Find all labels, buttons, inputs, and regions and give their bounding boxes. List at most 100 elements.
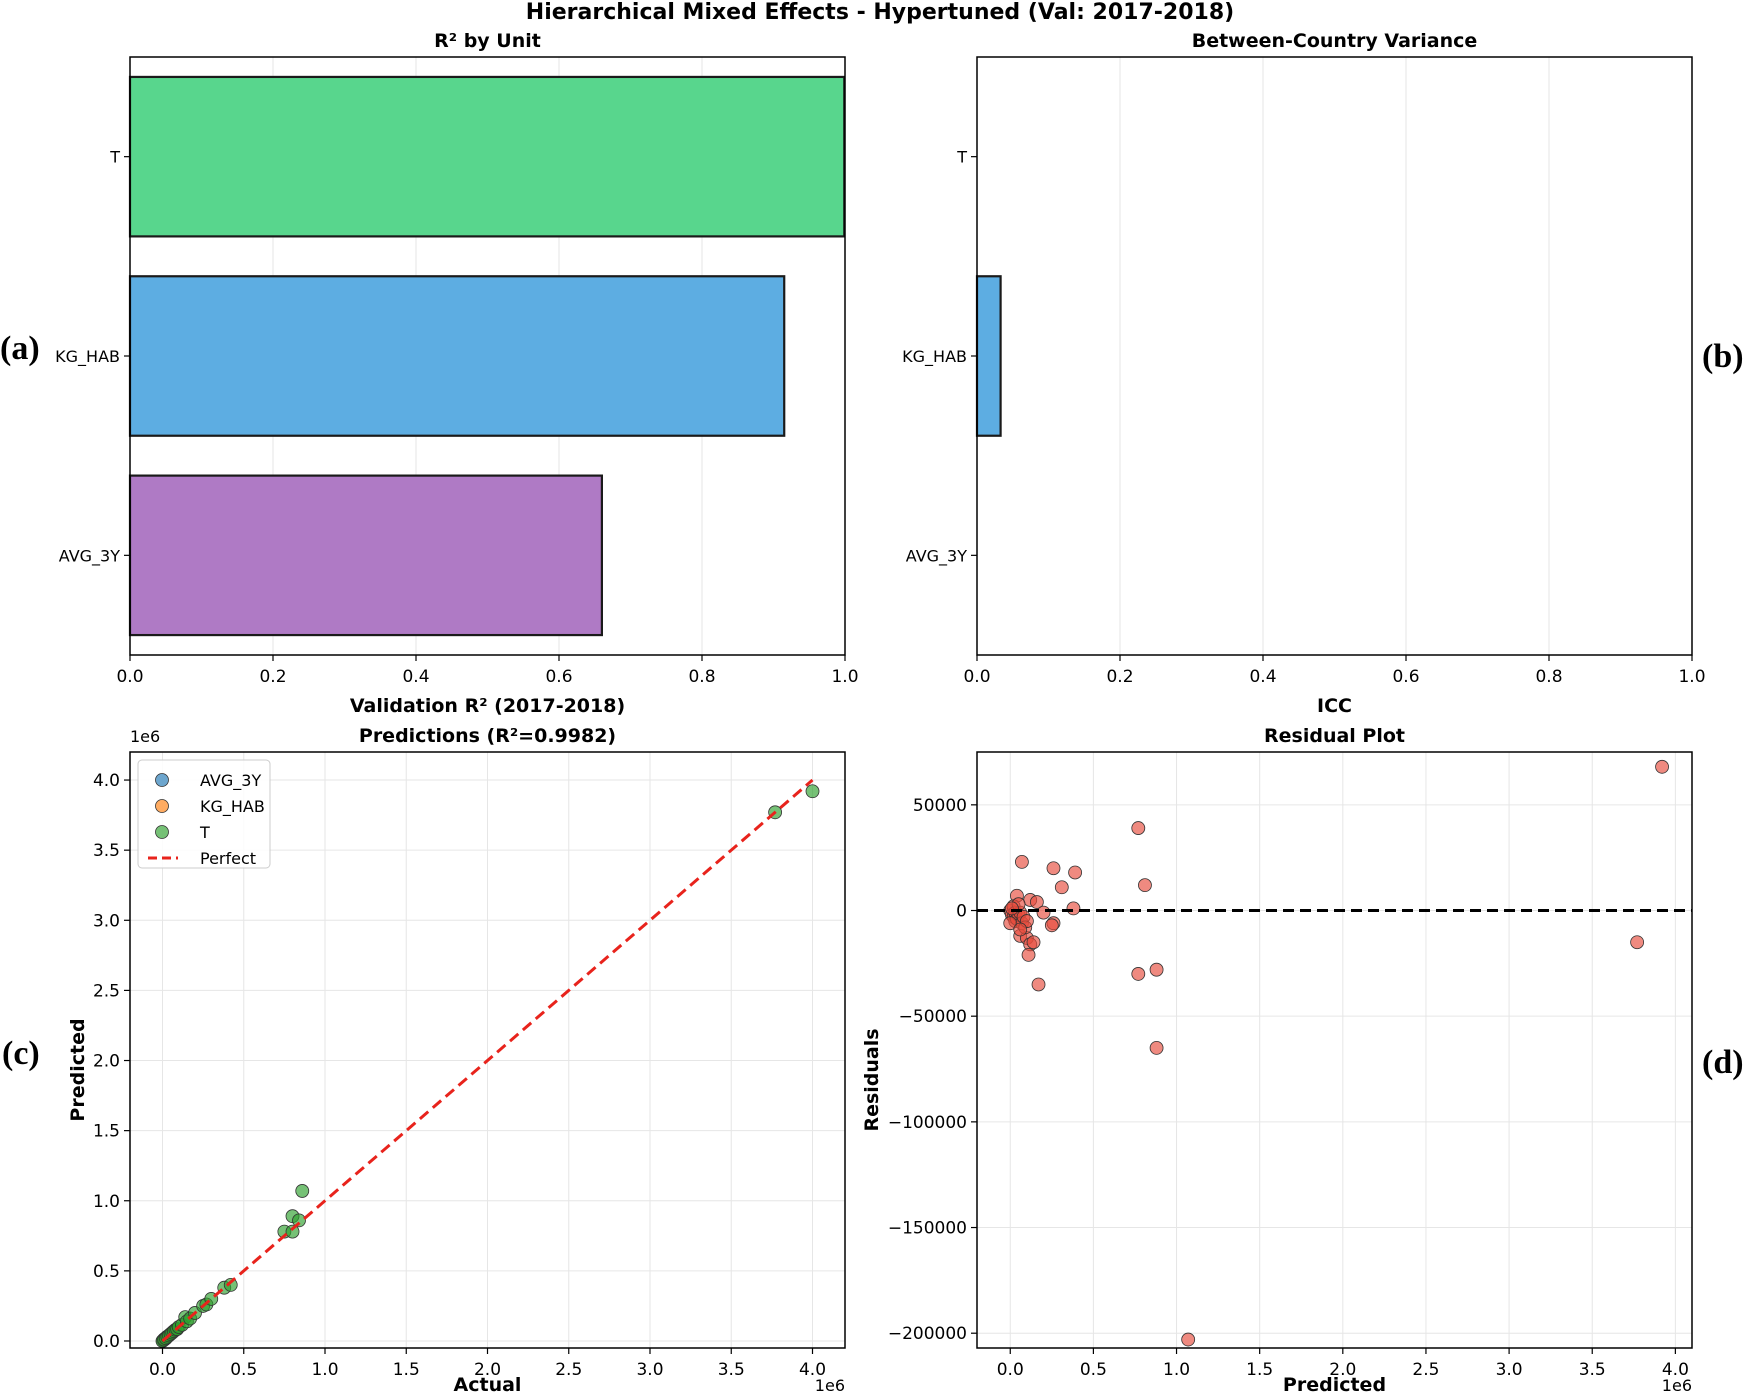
residual-point xyxy=(1149,962,1164,977)
residual-point xyxy=(1655,759,1669,774)
residual-point xyxy=(1029,895,1044,909)
y-tick-label: 2.5 xyxy=(93,981,120,1001)
residual-point xyxy=(1031,977,1046,992)
x-tick-label: 0.8 xyxy=(1535,667,1562,687)
x-tick-label: 0.4 xyxy=(402,667,429,687)
panel-label-d: (d) xyxy=(1702,1044,1744,1081)
point-T xyxy=(805,784,820,799)
y-tick-label: −50000 xyxy=(899,1007,967,1027)
legend-label-T: T xyxy=(199,823,210,842)
panel-label-b: (b) xyxy=(1702,338,1744,375)
residual-point xyxy=(1005,901,1019,916)
bar-AVG_3Y xyxy=(128,474,603,637)
point-T xyxy=(295,1184,310,1198)
chart-title: Between-Country Variance xyxy=(1192,30,1478,52)
plot-frame xyxy=(976,751,1693,1349)
y-tick-label: 0 xyxy=(956,902,967,922)
point-T xyxy=(292,1213,306,1228)
x-tick-label: 4.0 xyxy=(799,1360,826,1380)
x-tick-label: 1.5 xyxy=(393,1360,420,1380)
figure-title: Hierarchical Mixed Effects - Hypertuned … xyxy=(526,0,1234,25)
y-tick-label-T: T xyxy=(109,148,120,167)
x-tick-label: 0.5 xyxy=(1080,1360,1107,1380)
residual-point xyxy=(1131,967,1146,981)
residual-point xyxy=(1003,916,1018,931)
x-tick-label: 0.6 xyxy=(1392,667,1419,687)
point-T xyxy=(285,1224,300,1239)
x-tick-label: 1.5 xyxy=(1246,1360,1273,1380)
legend-label-KG_HAB: KG_HAB xyxy=(200,797,265,817)
residual-point xyxy=(1131,821,1146,835)
x-tick-label: 0.8 xyxy=(688,667,715,687)
y-tick-label: 50000 xyxy=(913,796,967,816)
y-axis-label: Residuals xyxy=(861,1028,883,1131)
residual-point xyxy=(1026,935,1041,950)
x-tick-label: 0.0 xyxy=(997,1360,1024,1380)
x-axis-label: Predicted xyxy=(1283,1374,1386,1396)
y-tick-label-KG_HAB: KG_HAB xyxy=(902,347,967,367)
chart-d-residual-plot: 0.0 0.5 1.0 1.5 2.0 2.5 3.0 3.5 4.0 50000 0 −50000 −… xyxy=(861,725,1693,1396)
x-tick-label: 0.6 xyxy=(545,667,572,687)
chart-title: Residual Plot xyxy=(1264,725,1405,747)
plot-frame xyxy=(129,56,846,656)
y-tick-label: 2.0 xyxy=(93,1052,120,1072)
residual-point xyxy=(1138,878,1152,893)
residual-point xyxy=(1021,947,1036,962)
chart-title: R² by Unit xyxy=(434,30,541,52)
panel-label-a: (a) xyxy=(0,330,40,367)
x-tick-label: 0.0 xyxy=(116,667,143,687)
plot-frame xyxy=(976,56,1693,656)
y-tick-label: −200000 xyxy=(888,1324,967,1344)
x-tick-label: 1.0 xyxy=(1678,667,1705,687)
y-tick-label-AVG_3Y: AVG_3Y xyxy=(906,546,967,566)
y-tick-label: 0.5 xyxy=(93,1262,120,1282)
bar-KG_HAB xyxy=(975,275,1002,437)
chart-title: Predictions (R²=0.9982) xyxy=(359,725,616,747)
x-axis-label: Validation R² (2017-2018) xyxy=(350,695,625,717)
x-tick-label: 0.5 xyxy=(230,1360,257,1380)
y-tick-label-KG_HAB: KG_HAB xyxy=(55,347,120,367)
x-tick-label: 0.0 xyxy=(963,667,990,687)
residual-point xyxy=(1630,935,1645,950)
y-axis-label: Predicted xyxy=(67,1018,89,1121)
residual-point xyxy=(1036,905,1051,920)
x-tick-label: 0.4 xyxy=(1249,667,1276,687)
legend-marker-T xyxy=(155,825,169,839)
legend-box xyxy=(137,759,271,869)
x-tick-label: 0.2 xyxy=(1106,667,1133,687)
residual-point xyxy=(1066,901,1081,916)
plot-frame xyxy=(129,751,846,1349)
x-tick-label: 2.0 xyxy=(474,1360,501,1380)
y-tick-label: 1.0 xyxy=(93,1192,120,1212)
y-tick-label: −100000 xyxy=(888,1113,967,1133)
chart-c-predictions: 0.0 0.5 1.0 1.5 2.0 2.5 3.0 3.5 4.0 0.0 0.5 1.0 1.5 2… xyxy=(67,725,846,1396)
x-offset-label: 1e6 xyxy=(815,1376,845,1395)
x-tick-label: 3.5 xyxy=(718,1360,745,1380)
legend-marker-KG_HAB xyxy=(155,799,169,813)
residual-point xyxy=(1014,855,1029,869)
x-tick-label: 3.0 xyxy=(1496,1360,1523,1380)
x-tick-label: 2.5 xyxy=(1412,1360,1439,1380)
legend-label-Perfect: Perfect xyxy=(200,849,256,868)
x-tick-label: 1.0 xyxy=(311,1360,338,1380)
residual-point xyxy=(1068,865,1083,880)
x-offset-label: 1e6 xyxy=(1662,1376,1692,1395)
x-tick-label: 3.0 xyxy=(636,1360,663,1380)
y-tick-label: 0.0 xyxy=(93,1332,120,1352)
residual-point xyxy=(1054,880,1069,895)
y-tick-label-T: T xyxy=(956,148,967,167)
x-tick-label: 3.5 xyxy=(1579,1360,1606,1380)
residual-point xyxy=(1046,861,1061,876)
x-tick-label: 2.0 xyxy=(1329,1360,1356,1380)
x-axis-label: Actual xyxy=(454,1374,522,1396)
legend-label-AVG_3Y: AVG_3Y xyxy=(200,771,261,791)
point-T xyxy=(223,1277,238,1292)
chart-a-r2-by-unit: 0.0 0.2 0.4 0.6 0.8 1.0 T KG_HAB AVG_3Y R² by Uni… xyxy=(55,30,858,717)
x-tick-label: 0.0 xyxy=(149,1360,176,1380)
residual-point xyxy=(1181,1332,1196,1347)
bar-KG_HAB xyxy=(128,275,786,437)
y-tick-label: 3.0 xyxy=(93,911,120,931)
y-tick-label: 1.5 xyxy=(93,1122,120,1142)
x-tick-label: 1.0 xyxy=(1163,1360,1190,1380)
